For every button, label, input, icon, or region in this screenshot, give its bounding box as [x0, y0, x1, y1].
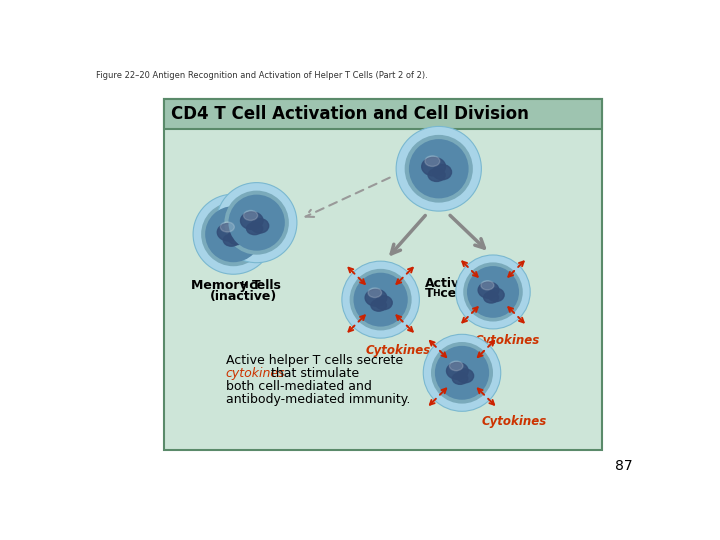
Text: H: H [240, 281, 248, 290]
Text: Cytokines: Cytokines [365, 343, 431, 356]
Circle shape [467, 266, 519, 318]
Circle shape [193, 194, 274, 274]
Circle shape [431, 342, 493, 403]
Text: Cytokines: Cytokines [482, 415, 546, 428]
Circle shape [228, 194, 285, 251]
Ellipse shape [240, 212, 263, 230]
Ellipse shape [428, 168, 445, 181]
Ellipse shape [446, 362, 468, 379]
Text: Memory T: Memory T [191, 279, 261, 292]
Ellipse shape [452, 373, 468, 384]
Ellipse shape [228, 230, 246, 245]
Ellipse shape [449, 361, 463, 370]
Ellipse shape [425, 156, 440, 166]
Text: CD4 T Cell Activation and Cell Division: CD4 T Cell Activation and Cell Division [171, 105, 529, 123]
Text: Active: Active [425, 276, 469, 289]
Text: both cell-mediated and: both cell-mediated and [225, 380, 372, 393]
Ellipse shape [478, 282, 499, 298]
Circle shape [342, 261, 419, 338]
Ellipse shape [220, 222, 235, 232]
Text: Active helper T cells secrete: Active helper T cells secrete [225, 354, 402, 367]
Text: cytokines: cytokines [225, 367, 285, 380]
Text: 87: 87 [615, 459, 632, 473]
FancyBboxPatch shape [163, 99, 601, 129]
Ellipse shape [223, 234, 240, 246]
Circle shape [463, 262, 523, 321]
Circle shape [405, 135, 473, 202]
Ellipse shape [217, 224, 240, 241]
Text: (inactive): (inactive) [210, 289, 277, 302]
Ellipse shape [365, 289, 387, 306]
Circle shape [201, 202, 266, 266]
FancyBboxPatch shape [163, 99, 601, 450]
Circle shape [350, 269, 412, 330]
Circle shape [396, 126, 482, 211]
Ellipse shape [422, 157, 446, 176]
Circle shape [205, 206, 261, 262]
Ellipse shape [433, 165, 451, 180]
Ellipse shape [371, 300, 387, 311]
Ellipse shape [243, 211, 258, 220]
Circle shape [456, 255, 530, 329]
Text: H: H [432, 289, 439, 298]
Text: Figure 22–20 Antigen Recognition and Activation of Helper T Cells (Part 2 of 2).: Figure 22–20 Antigen Recognition and Act… [96, 71, 428, 80]
Ellipse shape [246, 222, 263, 235]
Circle shape [354, 273, 408, 327]
Ellipse shape [481, 281, 494, 290]
Ellipse shape [487, 288, 504, 301]
Circle shape [435, 346, 489, 400]
Ellipse shape [368, 288, 382, 298]
Ellipse shape [375, 296, 392, 309]
Ellipse shape [456, 369, 474, 383]
Ellipse shape [251, 219, 269, 233]
Circle shape [409, 139, 469, 198]
Ellipse shape [484, 292, 498, 303]
Circle shape [216, 183, 297, 262]
Text: antibody-mediated immunity.: antibody-mediated immunity. [225, 393, 410, 406]
Circle shape [423, 334, 500, 411]
Text: that stimulate: that stimulate [266, 367, 359, 380]
Text: cells: cells [436, 287, 472, 300]
Text: Cytokines: Cytokines [474, 334, 540, 347]
Circle shape [225, 191, 289, 255]
Text: cells: cells [245, 279, 281, 292]
Text: T: T [425, 287, 433, 300]
